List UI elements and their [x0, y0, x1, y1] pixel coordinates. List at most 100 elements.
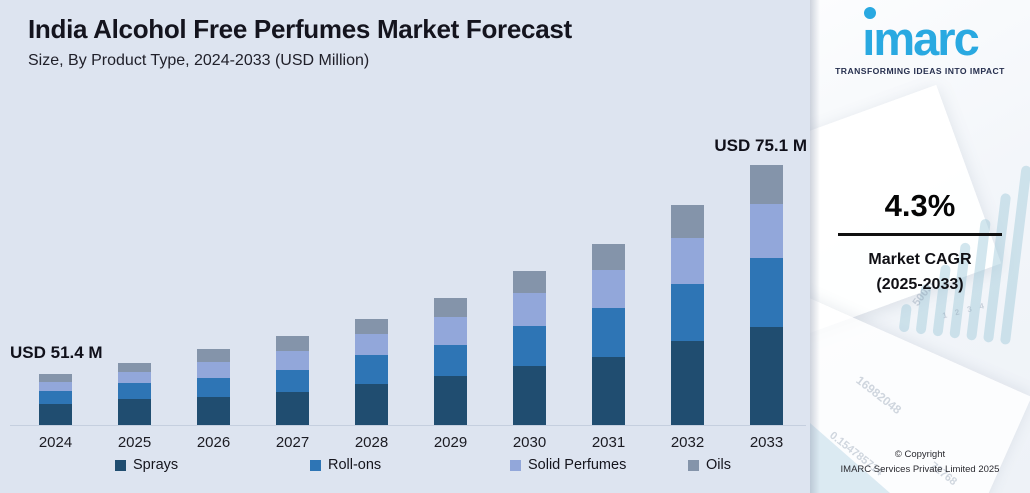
chart-panel: India Alcohol Free Perfumes Market Forec… — [0, 0, 810, 493]
stacked-bar — [276, 336, 309, 425]
cagr-block: 4.3% Market CAGR (2025-2033) — [810, 188, 1030, 298]
bar-segment-roll-ons — [118, 383, 151, 399]
bar-segment-sprays — [434, 376, 467, 425]
watermark-text: 1 2 3 4 — [941, 300, 988, 321]
bar-segment-roll-ons — [197, 378, 230, 397]
bar-segment-roll-ons — [592, 308, 625, 357]
bar-segment-roll-ons — [39, 391, 72, 404]
stacked-bar — [197, 349, 230, 425]
legend-item-sprays: Sprays — [115, 457, 178, 473]
legend-label: Sprays — [133, 457, 179, 473]
data-label-2033: USD 75.1 M — [714, 136, 807, 155]
stacked-bar — [434, 298, 467, 425]
bar-segment-oils — [197, 349, 230, 362]
x-axis-label: 2030 — [512, 434, 547, 451]
legend: Sprays Roll-ons Solid Perfumes Oils — [0, 457, 810, 481]
bar-segment-roll-ons — [671, 284, 704, 341]
bar-segment-sprays — [355, 384, 388, 425]
bar-group-2031: 2031 — [569, 130, 648, 451]
bar-segment-sprays — [197, 397, 230, 425]
bar-group-2033: 2033 — [727, 130, 806, 451]
bar-segment-solid-perfumes — [276, 351, 309, 370]
x-axis-label: 2025 — [117, 434, 152, 451]
legend-item-solid-perfumes: Solid Perfumes — [510, 457, 626, 473]
logo-tagline: TRANSFORMING IDEAS INTO IMPACT — [835, 66, 1005, 77]
bar-segment-sprays — [671, 341, 704, 425]
bar-group-2030: 2030 — [490, 130, 569, 451]
bar-segment-sprays — [118, 399, 151, 425]
bar-segment-solid-perfumes — [434, 317, 467, 345]
x-axis-label: 2028 — [354, 434, 389, 451]
x-axis-label: 2024 — [38, 434, 73, 451]
legend-item-oils: Oils — [688, 457, 731, 473]
legend-swatch-icon — [510, 459, 521, 471]
bar-segment-oils — [355, 319, 388, 334]
bar-segment-roll-ons — [355, 355, 388, 384]
legend-label: Solid Perfumes — [528, 457, 627, 473]
bar-group-2025: 2025 — [95, 130, 174, 451]
stacked-bar — [513, 271, 546, 425]
bar-segment-roll-ons — [750, 258, 783, 327]
stacked-bar — [750, 165, 783, 425]
stacked-bar — [592, 244, 625, 425]
bar-segment-solid-perfumes — [197, 362, 230, 378]
stacked-bar — [355, 319, 388, 425]
legend-item-roll-ons: Roll-ons — [310, 457, 381, 473]
logo-dot-icon — [864, 7, 877, 19]
chart-title: India Alcohol Free Perfumes Market Forec… — [28, 14, 572, 44]
bar-segment-oils — [276, 336, 309, 351]
x-axis-label: 2026 — [196, 434, 231, 451]
x-axis-line — [10, 425, 806, 426]
x-axis-label: 2031 — [591, 434, 626, 451]
bar-segment-sprays — [750, 327, 783, 425]
data-label-2024: USD 51.4 M — [10, 343, 103, 362]
bar-segment-oils — [118, 363, 151, 372]
bar-segment-solid-perfumes — [750, 204, 783, 258]
legend-swatch-icon — [310, 459, 321, 471]
bar-segment-sprays — [276, 392, 309, 425]
bar-segment-solid-perfumes — [39, 382, 72, 391]
cagr-value: 4.3% — [884, 188, 956, 223]
stacked-bar — [118, 363, 151, 425]
bar-segment-oils — [39, 374, 72, 382]
bar-segment-oils — [592, 244, 625, 270]
imarc-logo: ımarc TRANSFORMING IDEAS INTO IMPACT — [810, 7, 1030, 77]
bar-group-2026: 2026 — [174, 130, 253, 451]
bar-group-2027: 2027 — [253, 130, 332, 451]
bar-segment-oils — [750, 165, 783, 204]
bar-segment-roll-ons — [513, 326, 546, 366]
bar-segment-roll-ons — [434, 345, 467, 376]
plot-area: 2024 2025 2026 2027 2028 2029 2030 2031 2032 2033 — [16, 130, 806, 451]
watermark-text: 16982048 — [853, 373, 905, 417]
bar-group-2032: 2032 — [648, 130, 727, 451]
info-panel: 500.0 16982048 0.154785714 72768 1 2 3 4… — [810, 0, 1030, 493]
panel-divider-shadow — [810, 0, 820, 493]
bar-group-2029: 2029 — [411, 130, 490, 451]
x-axis-label: 2032 — [670, 434, 705, 451]
bar-segment-sprays — [39, 404, 72, 425]
stacked-bar — [39, 374, 72, 425]
bar-segment-solid-perfumes — [671, 238, 704, 284]
logo-text: ımarc — [862, 12, 979, 65]
bar-group-2028: 2028 — [332, 130, 411, 451]
legend-label: Roll-ons — [328, 457, 382, 473]
bar-segment-solid-perfumes — [355, 334, 388, 355]
cagr-divider — [838, 233, 1002, 236]
legend-label: Oils — [706, 457, 731, 473]
bar-segment-sprays — [513, 366, 546, 425]
bar-group-2024: 2024 — [16, 130, 95, 451]
bar-segment-oils — [513, 271, 546, 293]
bar-segment-solid-perfumes — [592, 270, 625, 308]
x-axis-label: 2029 — [433, 434, 468, 451]
chart-subtitle: Size, By Product Type, 2024-2033 (USD Mi… — [28, 52, 370, 69]
legend-swatch-icon — [688, 459, 699, 471]
x-axis-label: 2033 — [749, 434, 784, 451]
bar-segment-roll-ons — [276, 370, 309, 392]
cagr-label: Market CAGR (2025-2033) — [868, 251, 972, 293]
bar-segment-sprays — [592, 357, 625, 425]
bar-segment-oils — [671, 205, 704, 238]
legend-swatch-icon — [115, 459, 126, 471]
x-axis-label: 2027 — [275, 434, 310, 451]
copyright-notice: © Copyright IMARC Services Private Limit… — [840, 448, 1000, 475]
